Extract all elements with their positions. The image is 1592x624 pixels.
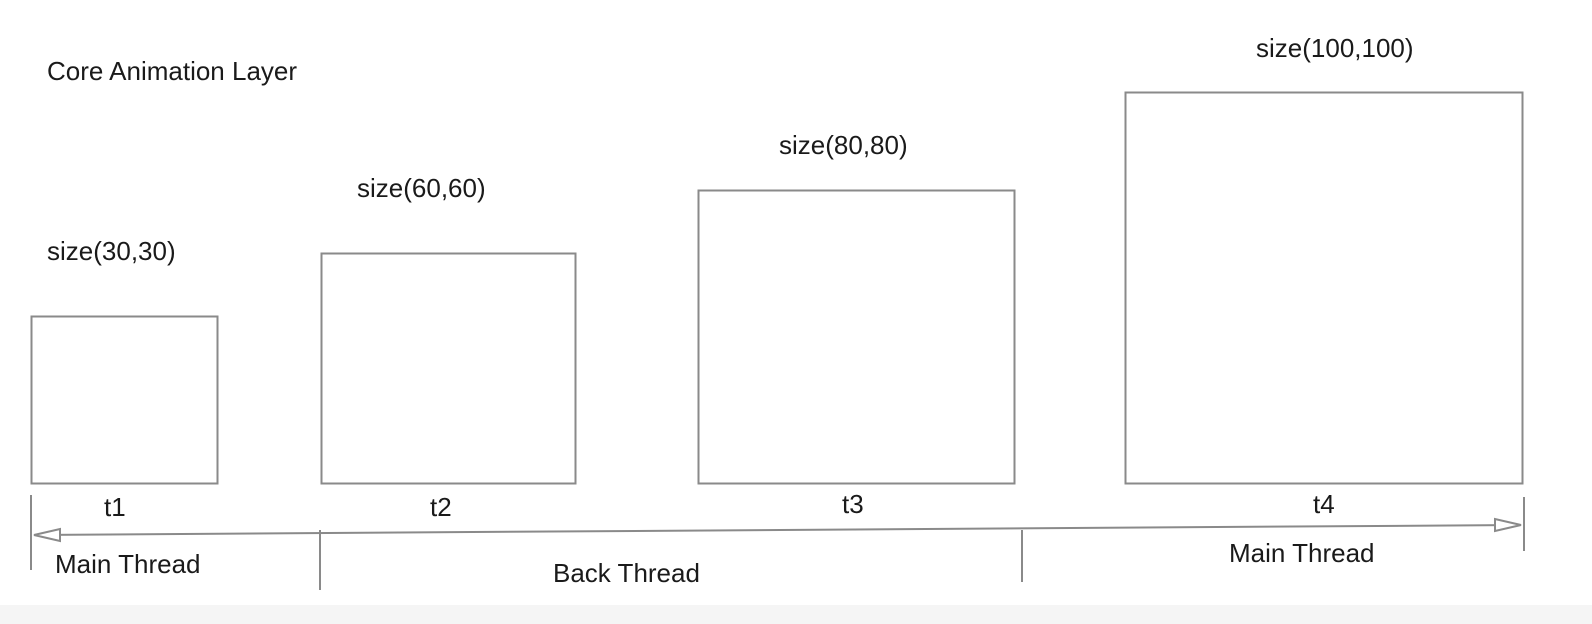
layer-box-t1 xyxy=(30,315,219,485)
time-label-t3: t3 xyxy=(842,489,864,519)
time-label-t1: t1 xyxy=(104,492,126,522)
timeline-arrow-left xyxy=(33,527,61,543)
layer-box-t4 xyxy=(1124,91,1524,485)
size-label-t2: size(60,60) xyxy=(357,173,486,203)
thread-label-main-2: Main Thread xyxy=(1229,538,1375,568)
layer-box-t3 xyxy=(697,189,1016,485)
layer-box-t2 xyxy=(320,252,577,485)
timeline-axis xyxy=(33,524,1521,536)
size-label-t4: size(100,100) xyxy=(1256,33,1414,63)
size-label-t1: size(30,30) xyxy=(47,236,176,266)
time-label-t4: t4 xyxy=(1313,489,1335,519)
size-label-t3: size(80,80) xyxy=(779,130,908,160)
time-label-t2: t2 xyxy=(430,492,452,522)
bottom-band xyxy=(0,605,1592,624)
timeline-arrow-right xyxy=(1494,517,1522,533)
thread-label-back: Back Thread xyxy=(553,558,700,588)
diagram-title: Core Animation Layer xyxy=(47,56,298,86)
thread-label-main-1: Main Thread xyxy=(55,549,201,579)
